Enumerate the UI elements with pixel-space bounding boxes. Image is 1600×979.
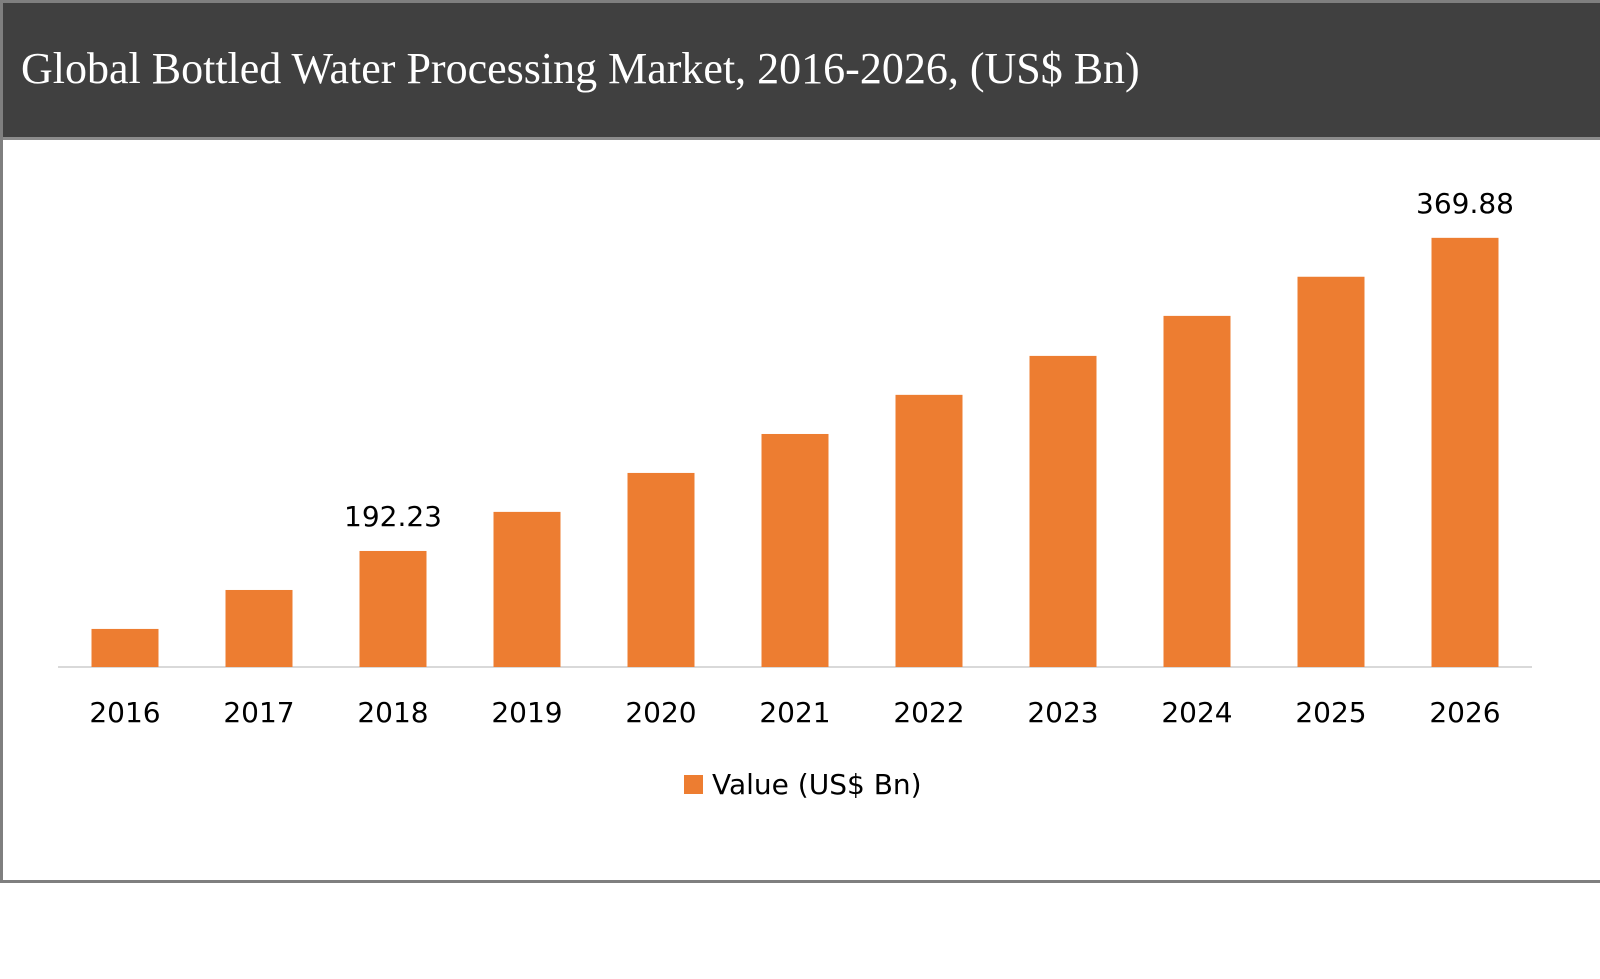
- bar-2022: [895, 394, 963, 667]
- x-tick-label-2017: 2017: [223, 696, 294, 729]
- x-tick-label-2018: 2018: [357, 696, 428, 729]
- bar-2026: [1431, 237, 1499, 667]
- bar-2018: [359, 550, 427, 667]
- bar-2025: [1297, 276, 1365, 667]
- legend-swatch: [684, 775, 703, 794]
- bar-2020: [627, 472, 695, 667]
- bar-2016: [91, 628, 159, 667]
- bar-2024: [1163, 315, 1231, 667]
- data-label-2018: 192.23: [344, 500, 442, 533]
- legend-label: Value (US$ Bn): [712, 768, 922, 801]
- bar-2019: [493, 511, 561, 667]
- x-tick-label-2019: 2019: [491, 696, 562, 729]
- title-bar: Global Bottled Water Processing Market, …: [3, 3, 1600, 140]
- x-tick-label-2026: 2026: [1429, 696, 1500, 729]
- bar-2023: [1029, 355, 1097, 667]
- x-tick-label-2024: 2024: [1161, 696, 1232, 729]
- bar-2021: [761, 433, 829, 667]
- data-label-2026: 369.88: [1416, 187, 1514, 220]
- x-tick-label-2016: 2016: [89, 696, 160, 729]
- x-tick-label-2022: 2022: [893, 696, 964, 729]
- x-tick-label-2021: 2021: [759, 696, 830, 729]
- x-tick-label-2025: 2025: [1295, 696, 1366, 729]
- chart-title: Global Bottled Water Processing Market, …: [21, 44, 1140, 93]
- chart-frame: [0, 0, 1600, 883]
- x-tick-label-2020: 2020: [625, 696, 696, 729]
- bar-2017: [225, 589, 293, 667]
- x-tick-label-2023: 2023: [1027, 696, 1098, 729]
